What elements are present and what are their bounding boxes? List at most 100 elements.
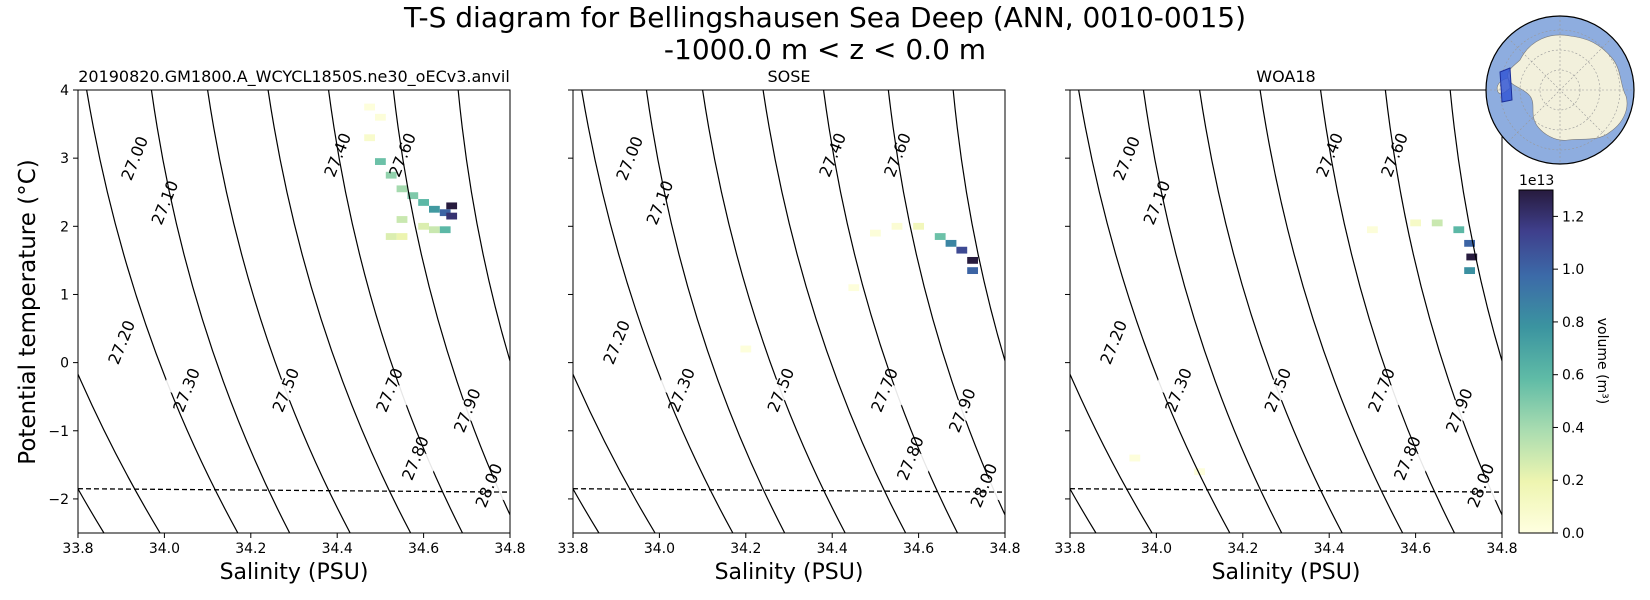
x-tick-label: 34.8: [1486, 541, 1517, 557]
isopycnal-line: [573, 372, 656, 533]
histogram-cell: [740, 345, 752, 353]
histogram-cell: [1464, 239, 1475, 247]
histogram-cell: [429, 226, 440, 234]
y-tick-label: −2: [48, 492, 69, 508]
isopycnal-line: [762, 90, 907, 533]
colorbar-tick-label: 0.0: [1562, 526, 1584, 542]
colorbar-tick-label: 0.8: [1562, 315, 1584, 331]
x-tick-label: 34.6: [903, 541, 934, 557]
colorbar-tick-label: 0.6: [1562, 368, 1584, 384]
figure-subtitle: -1000.0 m < z < 0.0 m: [664, 33, 986, 66]
isopycnal-line: [822, 90, 959, 533]
plot-frame: [572, 89, 1006, 534]
histogram-cell: [407, 192, 419, 200]
histogram-cell: [934, 233, 946, 240]
panel-title: WOA18: [1256, 67, 1315, 86]
histogram-cell: [439, 226, 451, 234]
y-tick-label: 2: [60, 219, 69, 235]
x-tick-label: 33.8: [557, 541, 588, 557]
ts-panel-3: 27.0027.1027.2027.3027.4027.5027.6027.70…: [1054, 67, 1517, 585]
histogram-cell: [418, 222, 429, 230]
freezing-line: [78, 488, 510, 493]
y-axis-label: Potential temperature (°C): [15, 159, 41, 464]
panel-title: SOSE: [767, 67, 810, 86]
plot-frame: [77, 89, 511, 534]
histogram-cell: [891, 222, 903, 230]
x-tick-label: 34.4: [322, 541, 353, 557]
x-tick-label: 34.2: [730, 541, 761, 557]
y-tick-label: −1: [48, 424, 69, 440]
freezing-line: [573, 488, 1005, 493]
isopycnal-line: [150, 90, 291, 533]
isopycnal-line: [1199, 90, 1343, 533]
panel-title: 20190820.GM1800.A_WCYCL1850S.ne30_oECv3.…: [78, 67, 510, 87]
histogram-cell: [364, 103, 375, 111]
x-tick-label: 34.0: [149, 541, 180, 557]
histogram-cell: [945, 239, 957, 247]
isopycnal-line: [1319, 90, 1456, 533]
x-tick-label: 34.2: [1227, 541, 1258, 557]
histogram-cell: [1431, 219, 1443, 227]
colorbar-tick-label: 1.2: [1562, 209, 1584, 225]
histogram-cell: [1367, 226, 1378, 234]
x-tick-label: 34.2: [235, 541, 266, 557]
histogram-cell: [418, 199, 429, 206]
histogram-cell: [956, 246, 968, 254]
colorbar-gradient: [1518, 189, 1554, 534]
isopycnal-line: [267, 90, 412, 533]
histogram-cell: [870, 229, 881, 237]
histogram-cell: [385, 233, 397, 240]
isopycnal-line: [1070, 487, 1097, 533]
isopycnal-line: [457, 90, 510, 363]
x-tick-label: 33.8: [1054, 541, 1085, 557]
histogram-cell: [364, 134, 375, 142]
x-tick-label: 34.8: [494, 541, 525, 557]
x-tick-label: 34.8: [989, 541, 1020, 557]
x-axis-label: Salinity (PSU): [1212, 560, 1361, 585]
isopycnal-line: [887, 90, 1005, 517]
y-tick-label: 0: [60, 356, 69, 372]
isopycnal-line: [1142, 90, 1283, 533]
x-tick-label: 34.0: [644, 541, 675, 557]
y-tick-label: 4: [60, 83, 69, 99]
histogram-cell: [1464, 267, 1475, 275]
histogram-cell: [446, 202, 458, 210]
isopycnal-line: [86, 90, 239, 533]
figure-title: T-S diagram for Bellingshausen Sea Deep …: [403, 1, 1246, 34]
freezing-line: [1070, 488, 1502, 493]
colorbar-label: volume (m³): [1594, 318, 1610, 405]
histogram-cell: [439, 209, 451, 217]
histogram-cell: [967, 267, 978, 275]
x-tick-label: 33.8: [62, 541, 93, 557]
histogram-cell: [1194, 468, 1205, 476]
histogram-cell: [1129, 454, 1141, 462]
histogram-cell: [1453, 226, 1465, 234]
isopycnal-line: [1078, 90, 1231, 533]
isopycnal-line: [207, 90, 351, 533]
x-axis-label: Salinity (PSU): [220, 560, 369, 585]
histogram-cell: [446, 212, 458, 220]
x-tick-label: 34.4: [1314, 541, 1345, 557]
isopycnal-line: [327, 90, 464, 533]
histogram-cell: [1466, 253, 1478, 261]
histogram-cell: [385, 171, 397, 179]
histogram-cell: [848, 284, 860, 292]
ts-panel-2: 27.0027.1027.2027.3027.4027.5027.6027.70…: [557, 67, 1020, 585]
map-region-highlight: [1499, 67, 1513, 103]
x-tick-label: 34.6: [1400, 541, 1431, 557]
plot-frame: [1069, 89, 1503, 534]
histogram-cell: [375, 113, 386, 121]
histogram-cell: [375, 158, 386, 165]
y-tick-label: 1: [60, 287, 69, 303]
x-tick-label: 34.0: [1141, 541, 1172, 557]
isopycnal-line: [1259, 90, 1404, 533]
colorbar-tick-label: 1.0: [1562, 262, 1584, 278]
isopycnal-line: [1449, 90, 1502, 363]
isopycnal-line: [645, 90, 786, 533]
isopycnal-line: [78, 372, 161, 533]
isopycnal-line: [392, 90, 510, 517]
map-antarctica: [1507, 34, 1628, 141]
isopycnal-line: [702, 90, 846, 533]
histogram-cell: [1410, 219, 1421, 227]
